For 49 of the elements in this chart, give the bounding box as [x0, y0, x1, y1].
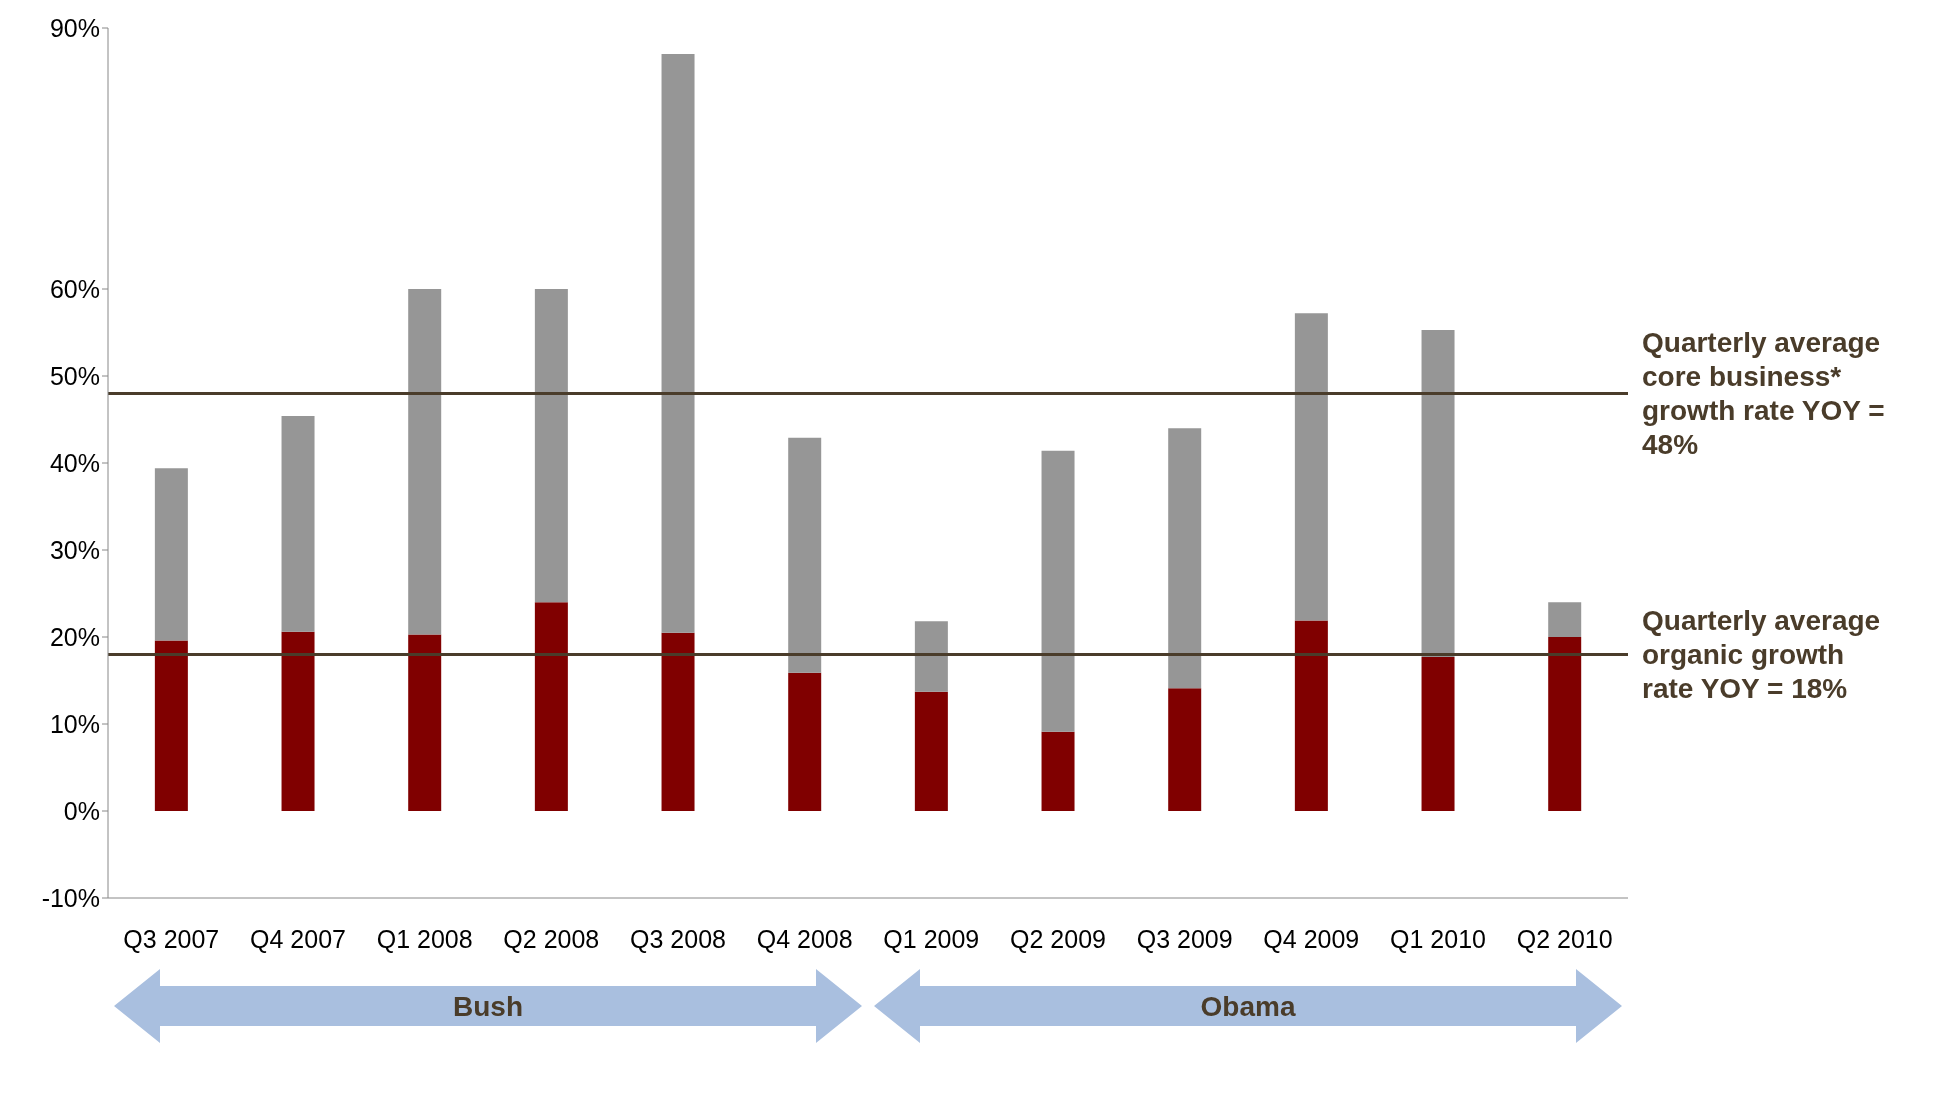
bar: [914, 691, 948, 811]
bar: [1041, 731, 1075, 811]
bar: [534, 289, 568, 603]
bar: [914, 621, 948, 692]
y-tick-label: 30%: [49, 535, 100, 564]
bar: [788, 672, 822, 811]
x-tick-label: Q1 2008: [376, 924, 473, 953]
bar: [1041, 450, 1075, 732]
y-tick-label: -10%: [41, 883, 100, 912]
bar: [1421, 657, 1455, 811]
x-tick-label: Q2 2009: [1010, 924, 1106, 953]
bar: [154, 468, 188, 641]
bar: [534, 602, 568, 811]
y-tick-label: 20%: [49, 622, 100, 651]
bar: [408, 289, 442, 635]
bar: [1294, 313, 1328, 621]
x-tick-label: Q3 2009: [1136, 924, 1233, 953]
y-tick-label: 50%: [49, 361, 100, 390]
bar: [154, 640, 188, 811]
bar: [661, 54, 695, 633]
bar: [1168, 428, 1202, 689]
y-tick-label: 10%: [49, 709, 100, 738]
bar: [1548, 602, 1582, 637]
x-tick-label: Q4 2008: [756, 924, 853, 953]
bar: [1548, 637, 1582, 811]
x-tick-label: Q3 2008: [630, 924, 726, 953]
bar: [408, 634, 442, 811]
bar: [281, 631, 315, 811]
ref-line-label: Quarterly average core business* growth rate YOY = 48%: [1642, 327, 1885, 461]
y-tick-label: 90%: [49, 13, 100, 42]
x-tick-label: Q4 2007: [250, 924, 346, 953]
x-tick-label: Q2 2008: [503, 924, 600, 953]
ref-line-label: Quarterly average organic growth rate YOY = 18%: [1642, 605, 1881, 705]
bar: [1168, 688, 1202, 811]
bar: [281, 416, 315, 632]
bar: [1421, 329, 1455, 658]
y-tick-label: 60%: [49, 274, 100, 303]
bar: [788, 437, 822, 673]
bar: [1294, 620, 1328, 811]
y-tick-label: 40%: [49, 448, 100, 477]
x-tick-label: Q2 2010: [1516, 924, 1613, 953]
x-tick-label: Q1 2009: [883, 924, 980, 953]
x-tick-label: Q3 2007: [123, 924, 220, 953]
x-tick-label: Q4 2009: [1263, 924, 1360, 953]
y-tick-label: 0%: [63, 796, 100, 825]
text: Obama: [1200, 991, 1296, 1022]
text: Bush: [453, 991, 523, 1022]
bar: [661, 632, 695, 811]
x-tick-label: Q1 2010: [1390, 924, 1486, 953]
